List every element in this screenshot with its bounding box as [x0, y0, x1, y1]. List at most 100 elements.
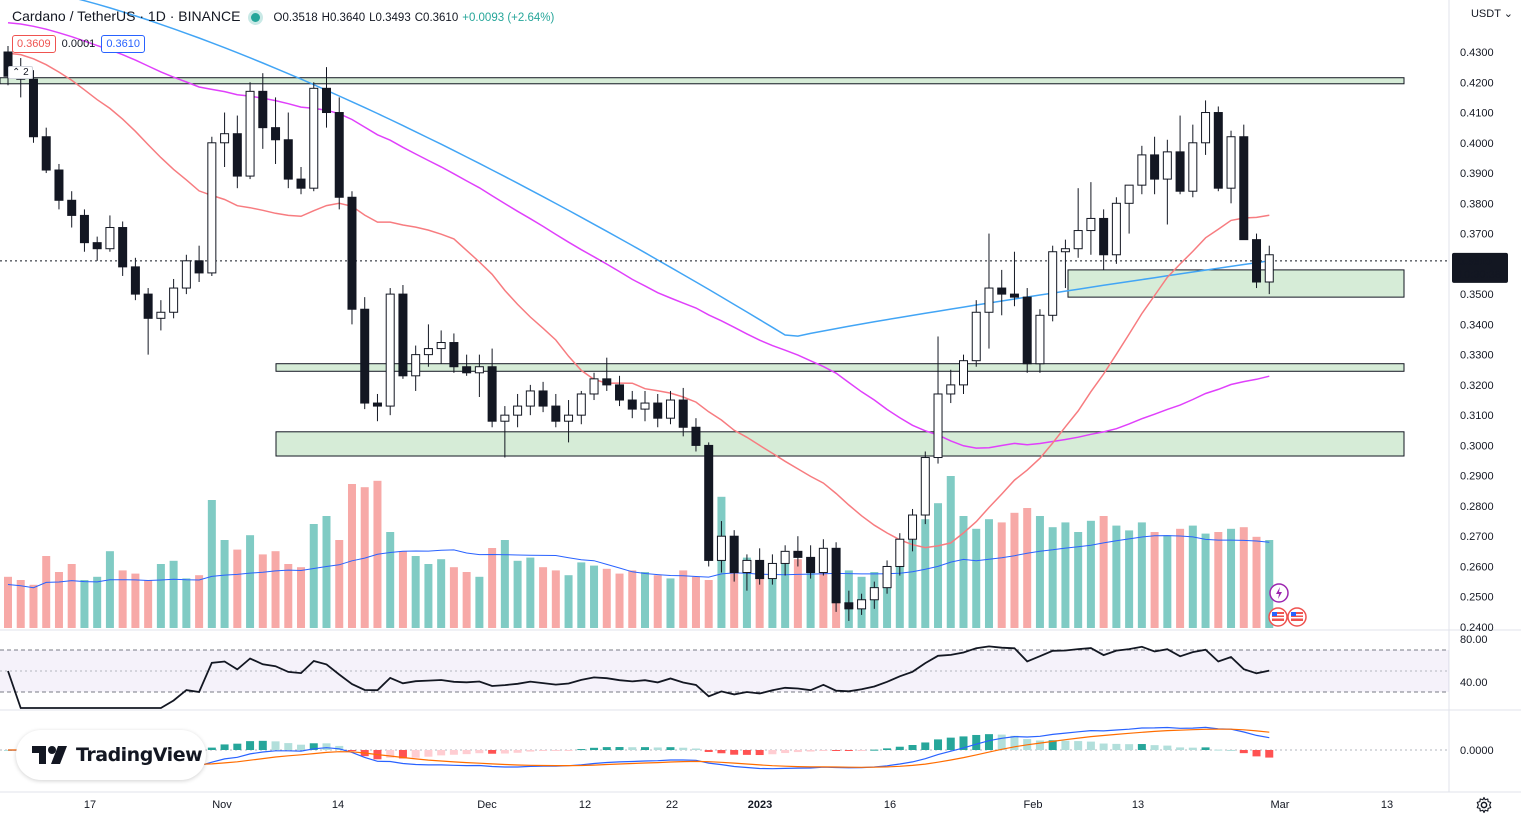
- candle-body: [245, 90, 255, 177]
- volume-bar: [233, 549, 242, 628]
- logo-text: TradingView: [76, 744, 203, 766]
- candle: [334, 97, 344, 210]
- open-label: O: [273, 12, 283, 24]
- candle-body: [79, 214, 89, 244]
- candle: [627, 390, 637, 419]
- candle-body: [220, 133, 230, 144]
- candle-body: [576, 393, 586, 416]
- tradingview-logo[interactable]: TradingView: [16, 730, 206, 780]
- candle: [156, 300, 166, 331]
- candle-body: [691, 426, 701, 446]
- volume-bar: [679, 570, 688, 628]
- symbol-legend[interactable]: Cardano / TetherUS · 1D · BINANCE O0.3518…: [12, 8, 554, 24]
- candle-body: [895, 538, 905, 567]
- candle-body: [1226, 136, 1236, 189]
- macd-hist-bar: [551, 750, 560, 751]
- us-flag-icon[interactable]: [1268, 607, 1288, 627]
- candle: [143, 288, 153, 355]
- candle: [1086, 182, 1096, 255]
- macd-hist-bar: [284, 743, 293, 750]
- candle: [1188, 124, 1198, 198]
- macd-hist-bar: [500, 750, 509, 754]
- gear-icon[interactable]: [1475, 796, 1493, 814]
- volume-bar: [258, 554, 267, 628]
- candle-body: [742, 559, 752, 574]
- volume-bar: [1150, 532, 1159, 628]
- candle: [500, 406, 510, 458]
- bid-price[interactable]: 0.3609: [12, 35, 56, 53]
- price-tick-label: 0.2800: [1460, 501, 1494, 513]
- candle: [1022, 288, 1032, 373]
- candle: [1175, 115, 1185, 195]
- candle: [1124, 184, 1134, 234]
- macd-tick-zero: 0.0000: [1460, 745, 1494, 757]
- candle: [1226, 130, 1236, 204]
- macd-hist-bar: [691, 748, 700, 750]
- candle: [372, 393, 382, 422]
- time-axis[interactable]: 17 Nov 14 Dec 12 22 2023 16 Feb 13 Mar 13: [84, 799, 1393, 811]
- candle-body: [525, 390, 535, 407]
- volume-bar: [997, 522, 1006, 628]
- candle-body: [181, 260, 191, 289]
- candle-body: [207, 142, 217, 274]
- macd-hist-bar: [793, 750, 802, 753]
- ask-price[interactable]: 0.3610: [101, 35, 145, 53]
- symbol-title[interactable]: Cardano / TetherUS · 1D · BINANCE: [12, 8, 241, 24]
- candle-body: [908, 514, 918, 540]
- candle: [513, 393, 523, 428]
- candle-body: [487, 366, 497, 422]
- candle-body: [309, 87, 319, 189]
- candle: [780, 545, 790, 576]
- macd-hist-bar: [233, 743, 242, 750]
- candle: [882, 560, 892, 594]
- macd-hist-bar: [1214, 749, 1223, 751]
- volume-bar: [271, 551, 280, 628]
- candle: [258, 73, 268, 149]
- volume-ma-line: [7, 535, 1270, 589]
- price-axis[interactable]: 0.4300 0.4200 0.4100 0.4000 0.3900 0.3800 0.37…: [1460, 47, 1494, 634]
- us-flag-icon[interactable]: [1287, 607, 1307, 627]
- candle: [1060, 239, 1070, 289]
- macd-hist-bar: [1048, 740, 1057, 750]
- macd-signal-line: [8, 728, 1270, 768]
- volume-bar: [641, 572, 649, 628]
- macd-hist-bar: [1227, 749, 1236, 751]
- candle-body: [882, 565, 892, 589]
- currency-selector[interactable]: USDT ⌄: [1471, 7, 1513, 20]
- candle-body: [627, 399, 637, 410]
- candle: [971, 300, 981, 367]
- price-tick-label: 0.4200: [1460, 77, 1494, 89]
- volume-bar: [207, 500, 216, 628]
- macd-hist-bar: [653, 747, 662, 750]
- volume-bar: [1239, 527, 1248, 628]
- candle: [615, 375, 625, 407]
- volume-bar: [1099, 516, 1108, 628]
- indicators-collapse-button[interactable]: ⌃ 2: [8, 66, 33, 79]
- macd-hist-bar: [271, 741, 280, 750]
- macd-hist-bar: [590, 747, 599, 750]
- candle: [908, 508, 918, 552]
- candle: [474, 354, 484, 397]
- price-tick-label: 0.2700: [1460, 531, 1494, 543]
- candle: [232, 115, 242, 189]
- volume-bar: [1163, 535, 1172, 628]
- candle-body: [105, 227, 115, 250]
- price-tick-label: 0.3500: [1460, 289, 1494, 301]
- candle: [462, 354, 472, 376]
- candle-body: [704, 444, 714, 561]
- candle: [1213, 106, 1223, 192]
- lightning-icon[interactable]: [1269, 583, 1289, 603]
- candle-body: [1264, 254, 1274, 283]
- candle: [640, 390, 650, 422]
- rsi-line: [7, 645, 1270, 709]
- macd-hist-bar: [832, 750, 841, 751]
- macd-hist-bar: [895, 746, 904, 750]
- candle: [283, 112, 293, 189]
- volume-bar: [1035, 516, 1044, 628]
- support-zone: [275, 431, 1405, 457]
- candle: [1201, 100, 1211, 155]
- candle: [194, 245, 204, 282]
- candle: [551, 393, 561, 428]
- macd-hist-bar: [386, 750, 395, 758]
